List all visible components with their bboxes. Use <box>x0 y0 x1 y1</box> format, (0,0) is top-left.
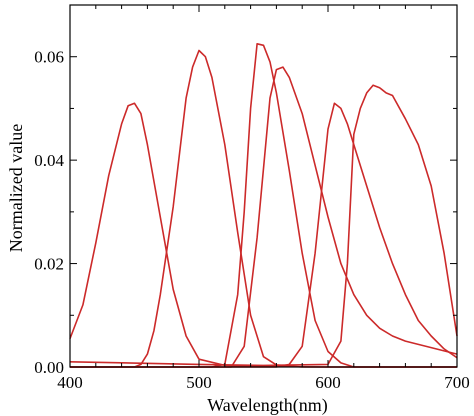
series-line-6 <box>69 84 458 367</box>
ticks-layer: 400 500 600 700 0.00 0.02 0.04 0.06 <box>34 4 470 392</box>
series-layer <box>69 42 458 368</box>
series-line-1 <box>69 102 457 368</box>
x-tick-label: 600 <box>315 373 341 392</box>
y-tick-label: 0.06 <box>34 48 64 67</box>
y-tick-label: 0.00 <box>34 358 64 377</box>
x-tick-label: 400 <box>57 373 83 392</box>
series-line-3 <box>70 42 457 368</box>
x-tick-label: 500 <box>186 373 212 392</box>
y-tick-label: 0.04 <box>34 151 64 170</box>
x-axis-label: Wavelength(nm) <box>207 395 328 416</box>
series-line-2 <box>70 49 457 368</box>
plot-frame <box>69 4 458 368</box>
series-line-5 <box>70 102 458 368</box>
series-line-4 <box>70 66 458 368</box>
y-axis-label: Normalized value <box>6 124 26 252</box>
x-tick-label: 700 <box>444 373 470 392</box>
y-tick-label: 0.02 <box>34 255 64 274</box>
